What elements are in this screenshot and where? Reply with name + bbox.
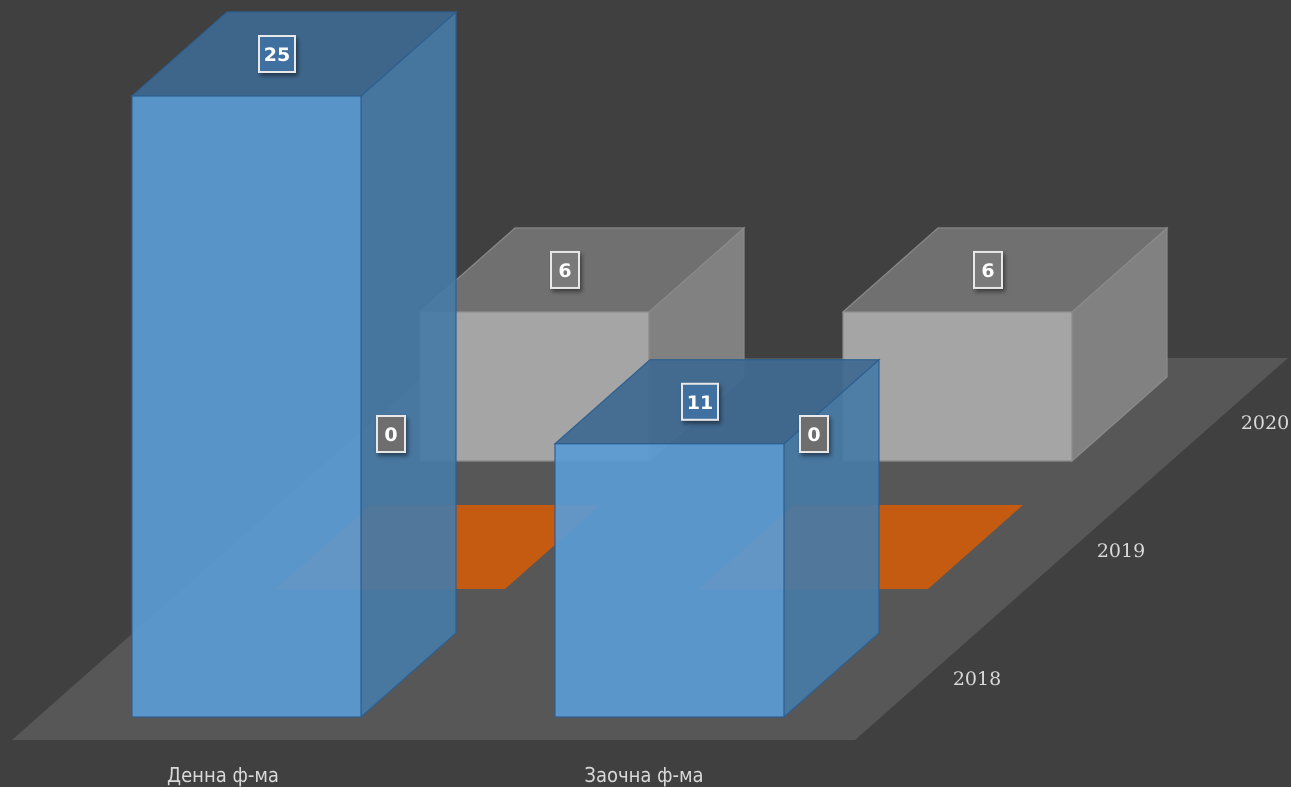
data-label-text: 6 xyxy=(558,260,571,282)
data-label-text: 0 xyxy=(807,424,820,446)
data-label-text: 11 xyxy=(687,392,713,414)
data-label-text: 25 xyxy=(264,44,290,66)
data-label: 6 xyxy=(973,250,1003,289)
data-label-text: 6 xyxy=(981,260,994,282)
data-label: 0 xyxy=(376,415,406,453)
bars-layer xyxy=(130,10,1169,719)
series-axis: 2018 2019 2020 xyxy=(953,412,1289,690)
data-label-box xyxy=(799,415,829,453)
series-label: 2019 xyxy=(1097,540,1145,562)
bar-side-face xyxy=(360,10,457,719)
data-label-box xyxy=(973,250,1003,289)
data-labels-layer: 25 11 0 0 6 6 xyxy=(258,35,1003,453)
series-label: 2020 xyxy=(1241,412,1289,434)
data-label: 6 xyxy=(550,250,580,289)
data-label: 11 xyxy=(681,382,719,421)
bar-2018-0 xyxy=(130,10,458,719)
bar-2020-0 xyxy=(418,226,746,463)
data-label-box xyxy=(376,415,406,453)
data-label: 25 xyxy=(258,35,296,73)
series-label: 2018 xyxy=(953,668,1001,690)
data-label-text: 0 xyxy=(384,424,397,446)
data-label-box xyxy=(258,35,296,73)
bar-front-face xyxy=(554,443,785,718)
data-label-box xyxy=(681,382,719,421)
data-label-box xyxy=(550,250,580,289)
bar-2020-1 xyxy=(841,226,1169,463)
category-label: Заочна ф-ма xyxy=(584,763,703,787)
data-label: 0 xyxy=(799,415,829,453)
bar-front-face xyxy=(131,95,362,718)
category-axis: Денна ф-ма Заочна ф-ма xyxy=(167,763,704,787)
category-label: Денна ф-ма xyxy=(167,763,279,787)
